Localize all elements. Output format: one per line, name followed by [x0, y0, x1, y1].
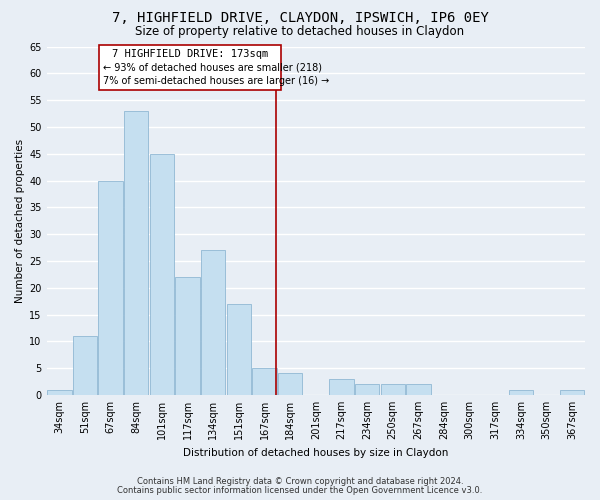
- Text: Size of property relative to detached houses in Claydon: Size of property relative to detached ho…: [136, 25, 464, 38]
- Bar: [406, 384, 431, 395]
- X-axis label: Distribution of detached houses by size in Claydon: Distribution of detached houses by size …: [183, 448, 448, 458]
- Text: Contains HM Land Registry data © Crown copyright and database right 2024.: Contains HM Land Registry data © Crown c…: [137, 477, 463, 486]
- Text: Contains public sector information licensed under the Open Government Licence v3: Contains public sector information licen…: [118, 486, 482, 495]
- Text: ← 93% of detached houses are smaller (218): ← 93% of detached houses are smaller (21…: [103, 62, 322, 72]
- Bar: [175, 277, 200, 395]
- Bar: [253, 368, 277, 395]
- Bar: [380, 384, 405, 395]
- Bar: [99, 46, 281, 90]
- Y-axis label: Number of detached properties: Number of detached properties: [15, 138, 25, 303]
- Bar: [47, 390, 71, 395]
- Bar: [73, 336, 97, 395]
- Bar: [124, 111, 148, 395]
- Bar: [227, 304, 251, 395]
- Bar: [278, 374, 302, 395]
- Bar: [509, 390, 533, 395]
- Bar: [201, 250, 226, 395]
- Bar: [150, 154, 174, 395]
- Text: 7 HIGHFIELD DRIVE: 173sqm: 7 HIGHFIELD DRIVE: 173sqm: [112, 49, 268, 59]
- Bar: [355, 384, 379, 395]
- Bar: [98, 180, 123, 395]
- Bar: [329, 379, 353, 395]
- Text: 7% of semi-detached houses are larger (16) →: 7% of semi-detached houses are larger (1…: [103, 76, 329, 86]
- Text: 7, HIGHFIELD DRIVE, CLAYDON, IPSWICH, IP6 0EY: 7, HIGHFIELD DRIVE, CLAYDON, IPSWICH, IP…: [112, 11, 488, 25]
- Bar: [560, 390, 584, 395]
